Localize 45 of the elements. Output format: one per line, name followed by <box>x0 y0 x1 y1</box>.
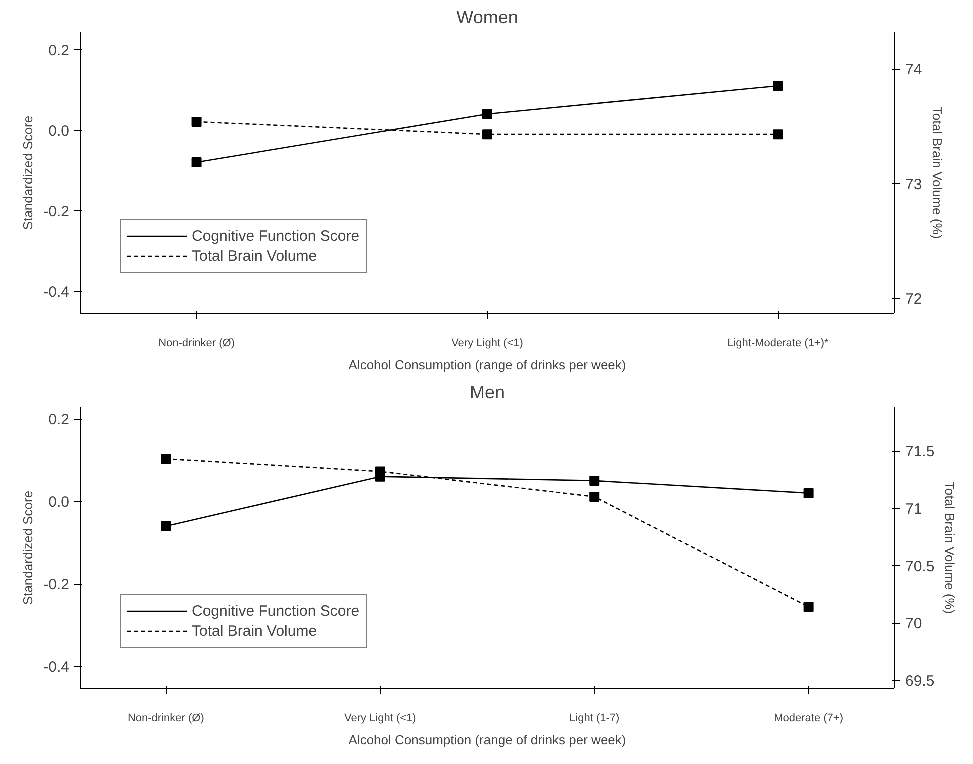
x-axis-title: Alcohol Consumption (range of drinks per week) <box>348 358 626 372</box>
y2-axis-title: Total Brain Volume (%) <box>930 106 946 240</box>
legend-label: Total Brain Volume <box>192 622 318 640</box>
y-axis-title: Standardized Score <box>20 116 36 230</box>
x-tick-label: Very Light (<1) <box>452 338 524 350</box>
x-tick-label: Non-drinker (Ø) <box>158 338 235 350</box>
point <box>375 466 386 477</box>
y2-axis-title: Total Brain Volume (%) <box>942 482 958 614</box>
y-tick-label: 0.2 <box>48 412 70 429</box>
y2-tick-label: 71.5 <box>906 444 935 461</box>
x-tick-label: Light (1-7) <box>570 712 620 724</box>
point <box>804 602 814 612</box>
point <box>590 492 600 502</box>
y-tick-label: 0.2 <box>48 42 70 60</box>
y-tick-label: -0.2 <box>44 576 70 594</box>
x-tick-label: Non-drinker (Ø) <box>128 712 204 724</box>
y2-tick-label: 74 <box>906 62 922 79</box>
y2-tick-label: 69.5 <box>906 672 935 690</box>
point <box>590 476 600 486</box>
chart-title: Women <box>456 8 518 28</box>
x-axis-title: Alcohol Consumption (range of drinks per week) <box>348 732 626 748</box>
point <box>773 81 784 92</box>
point <box>482 109 492 120</box>
y-tick-label: -0.2 <box>44 203 70 220</box>
y2-tick-label: 72 <box>906 291 922 308</box>
y-tick-label: -0.4 <box>44 284 70 301</box>
x-tick-label: Moderate (7+) <box>774 712 844 724</box>
y-tick-label: 0.0 <box>48 494 70 512</box>
legend-label: Total Brain Volume <box>192 248 318 264</box>
point <box>161 521 172 532</box>
y2-tick-label: 73 <box>906 176 922 194</box>
y-tick-label: 0.0 <box>48 122 70 140</box>
x-tick-label: Light-Moderate (1+)* <box>728 338 830 350</box>
chart-title: Men <box>470 382 506 402</box>
point <box>192 158 202 168</box>
point <box>161 454 172 464</box>
x-tick-label: Very Light (<1) <box>344 712 416 724</box>
legend-label: Cognitive Function Score <box>192 228 360 244</box>
y2-tick-label: 70.5 <box>906 558 935 576</box>
y-axis-title: Standardized Score <box>20 490 36 606</box>
y-tick-label: -0.4 <box>44 659 70 676</box>
point <box>804 488 814 498</box>
y2-tick-label: 70 <box>906 616 922 633</box>
legend-label: Cognitive Function Score <box>192 602 360 620</box>
y2-tick-label: 71 <box>906 500 922 518</box>
